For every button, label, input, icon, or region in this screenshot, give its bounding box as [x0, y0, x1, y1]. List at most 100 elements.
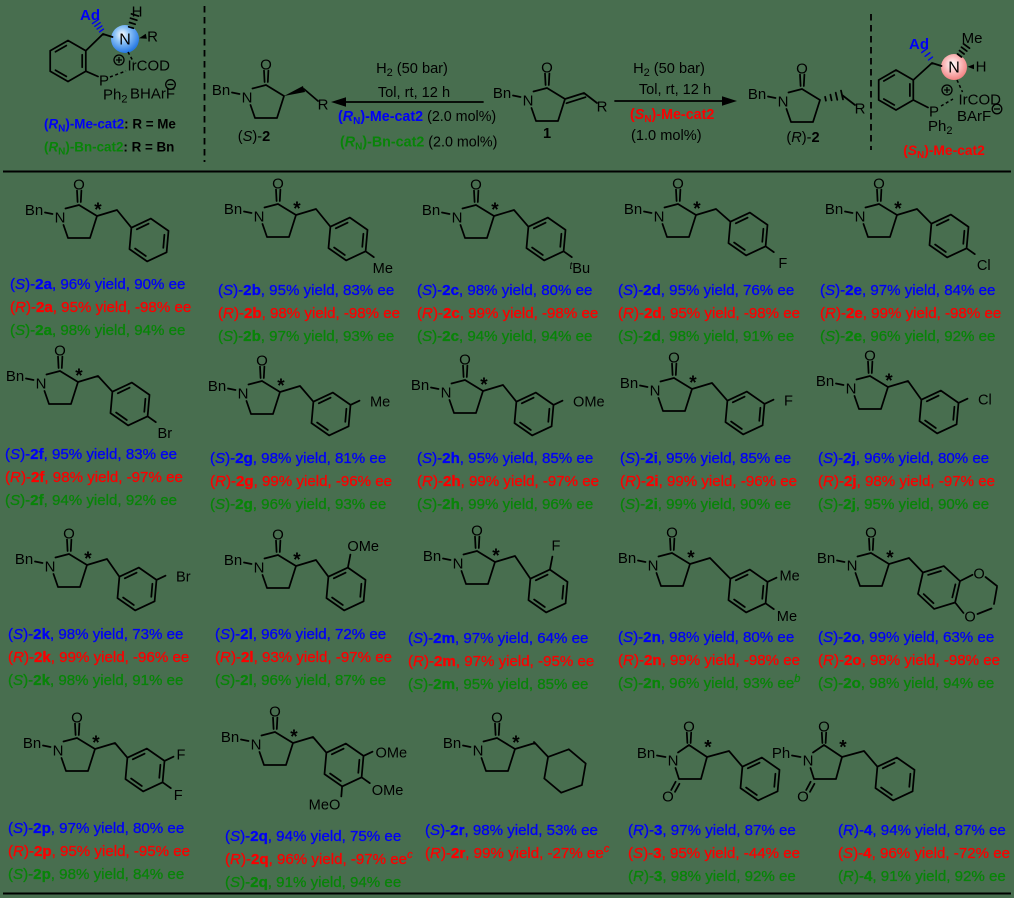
svg-text:Bn: Bn	[224, 201, 242, 218]
svg-text:Cl: Cl	[978, 393, 992, 409]
svg-text:BHArF: BHArF	[130, 86, 175, 103]
svg-text:(R)-2b, 98% yield, -98% ee: (R)-2b, 98% yield, -98% ee	[218, 305, 400, 322]
svg-text:Bn: Bn	[221, 729, 239, 746]
svg-text:*: *	[894, 199, 902, 220]
svg-text:N: N	[668, 752, 679, 769]
svg-text:Br: Br	[158, 426, 173, 442]
svg-text:Bn: Bn	[6, 368, 24, 385]
svg-text:N: N	[254, 208, 265, 225]
svg-text:N: N	[847, 557, 858, 574]
svg-text:tBu: tBu	[569, 261, 590, 277]
svg-text:N: N	[453, 555, 464, 572]
svg-text:OMe: OMe	[573, 395, 605, 411]
svg-text:Bn: Bn	[618, 550, 636, 567]
svg-text:Bn: Bn	[620, 375, 638, 392]
svg-text:N: N	[53, 742, 64, 759]
svg-text:(S)-2p, 98% yield, 84% ee: (S)-2p, 98% yield, 84% ee	[8, 866, 184, 883]
svg-text:N: N	[523, 92, 534, 109]
svg-text:Tol, rt, 12 h: Tol, rt, 12 h	[639, 82, 711, 98]
svg-text:(R)-2f, 98% yield, -97% ee: (R)-2f, 98% yield, -97% ee	[5, 469, 183, 486]
svg-text:N: N	[55, 209, 66, 226]
svg-text:*: *	[491, 200, 499, 221]
svg-text:O: O	[864, 347, 876, 364]
svg-text:(S)-2h, 95% yield, 85% ee: (S)-2h, 95% yield, 85% ee	[417, 450, 593, 467]
svg-text:N: N	[242, 89, 253, 106]
svg-text:(S)-4, 96% yield, -72% ee: (S)-4, 96% yield, -72% ee	[838, 845, 1010, 862]
svg-text:(S)-2i, 95% yield, 85% ee: (S)-2i, 95% yield, 85% ee	[620, 450, 791, 467]
svg-text:Bn: Bn	[816, 373, 834, 390]
svg-text:F: F	[784, 394, 793, 410]
svg-text:O: O	[818, 718, 830, 735]
svg-text:Bn: Bn	[15, 551, 33, 568]
svg-text:(R)-2q, 96% yield, -97% eec: (R)-2q, 96% yield, -97% eec	[225, 849, 413, 868]
svg-text:H2 (50 bar): H2 (50 bar)	[376, 61, 448, 79]
svg-text:(RN)-Bn-cat2: R = Bn: (RN)-Bn-cat2: R = Bn	[44, 140, 174, 158]
svg-text:O: O	[73, 176, 85, 193]
svg-text:(R)-2a, 95% yield, -98% ee: (R)-2a, 95% yield, -98% ee	[10, 299, 191, 316]
svg-text:(S)-2l, 96% yield, 87% ee: (S)-2l, 96% yield, 87% ee	[215, 672, 386, 689]
svg-text:(S)-2: (S)-2	[238, 129, 270, 145]
svg-text:*: *	[512, 733, 520, 754]
svg-text:*: *	[293, 550, 301, 571]
svg-text:(S)-2l, 96% yield, 72% ee: (S)-2l, 96% yield, 72% ee	[215, 626, 386, 643]
svg-text:OMe: OMe	[372, 783, 404, 799]
svg-text:N: N	[778, 93, 789, 110]
svg-text:O: O	[491, 709, 503, 726]
svg-text:(R)-2p, 95% yield, -95% ee: (R)-2p, 95% yield, -95% ee	[8, 843, 190, 860]
svg-text:1: 1	[543, 126, 551, 142]
svg-text:(S)-2k, 98% yield, 91% ee: (S)-2k, 98% yield, 91% ee	[8, 672, 183, 689]
svg-text:Bn: Bn	[23, 735, 41, 752]
svg-text:O: O	[541, 59, 553, 76]
svg-text:(S)-2f, 94% yield, 92% ee: (S)-2f, 94% yield, 92% ee	[5, 492, 177, 509]
svg-text:O: O	[269, 703, 281, 720]
svg-text:N: N	[948, 59, 960, 76]
svg-text:(S)-2p, 97% yield, 80% ee: (S)-2p, 97% yield, 80% ee	[8, 820, 184, 837]
svg-text:Cl: Cl	[977, 258, 991, 274]
svg-text:(S)-2h, 99% yield, 96% ee: (S)-2h, 99% yield, 96% ee	[417, 496, 593, 513]
svg-text:N: N	[803, 752, 814, 769]
svg-text:*: *	[92, 733, 100, 754]
svg-text:Bn: Bn	[637, 745, 655, 762]
svg-text:Me: Me	[370, 395, 390, 411]
svg-text:(R)-2d, 95% yield, -98% ee: (R)-2d, 95% yield, -98% ee	[618, 305, 800, 322]
svg-text:R: R	[597, 98, 608, 115]
svg-text:H: H	[132, 3, 143, 20]
svg-text:H2 (50 bar): H2 (50 bar)	[633, 61, 705, 79]
svg-text:O: O	[63, 525, 75, 542]
svg-text:Me: Me	[962, 30, 983, 47]
svg-text:(R)-2: (R)-2	[786, 130, 819, 146]
svg-text:N: N	[654, 208, 665, 225]
svg-text:P: P	[99, 72, 109, 89]
svg-text:O: O	[662, 788, 674, 805]
svg-text:(R)-2i, 99% yield, -96% ee: (R)-2i, 99% yield, -96% ee	[620, 473, 797, 490]
svg-text:(S)-2m, 95% yield, 85% ee: (S)-2m, 95% yield, 85% ee	[408, 676, 588, 693]
svg-text:F: F	[177, 748, 186, 764]
svg-text:(RN)-Bn-cat2 (2.0 mol%): (RN)-Bn-cat2 (2.0 mol%)	[340, 135, 497, 153]
svg-text:(S)-2g, 96% yield, 93% ee: (S)-2g, 96% yield, 93% ee	[210, 496, 386, 513]
svg-text:(S)-3, 95% yield, -44% ee: (S)-3, 95% yield, -44% ee	[628, 845, 800, 862]
svg-text:N: N	[648, 557, 659, 574]
svg-text:(RN)-Me-cat2: R = Me: (RN)-Me-cat2: R = Me	[44, 117, 176, 135]
svg-text:(S)-2i, 99% yield, 90% ee: (S)-2i, 99% yield, 90% ee	[620, 496, 791, 513]
svg-text:Bn: Bn	[748, 86, 766, 103]
svg-text:*: *	[492, 546, 500, 567]
svg-text:O: O	[973, 566, 984, 582]
svg-text:Bn: Bn	[443, 735, 461, 752]
svg-text:(S)-2j, 96% yield, 80% ee: (S)-2j, 96% yield, 80% ee	[818, 450, 989, 467]
svg-text:O: O	[666, 524, 678, 541]
svg-text:(R)-2g, 99% yield, -96% ee: (R)-2g, 99% yield, -96% ee	[210, 473, 392, 490]
svg-text:Bn: Bn	[624, 201, 642, 218]
svg-text:*: *	[293, 199, 301, 220]
svg-text:(R)-2h, 99% yield, -97% ee: (R)-2h, 99% yield, -97% ee	[417, 473, 599, 490]
svg-text:*: *	[885, 371, 893, 392]
svg-text:(S)-2q, 94% yield, 75% ee: (S)-2q, 94% yield, 75% ee	[225, 828, 401, 845]
svg-text:(SN)-Me-cat2: (SN)-Me-cat2	[630, 107, 714, 125]
svg-text:Bn: Bn	[422, 202, 440, 219]
svg-text:IrCOD: IrCOD	[959, 92, 1002, 109]
svg-text:N: N	[846, 380, 857, 397]
svg-text:Tol, rt, 12 h: Tol, rt, 12 h	[378, 85, 450, 101]
svg-text:Ad: Ad	[80, 7, 100, 24]
svg-text:N: N	[855, 208, 866, 225]
svg-text:N: N	[452, 209, 463, 226]
svg-text:(RN)-Me-cat2 (2.0 mol%): (RN)-Me-cat2 (2.0 mol%)	[338, 109, 496, 127]
